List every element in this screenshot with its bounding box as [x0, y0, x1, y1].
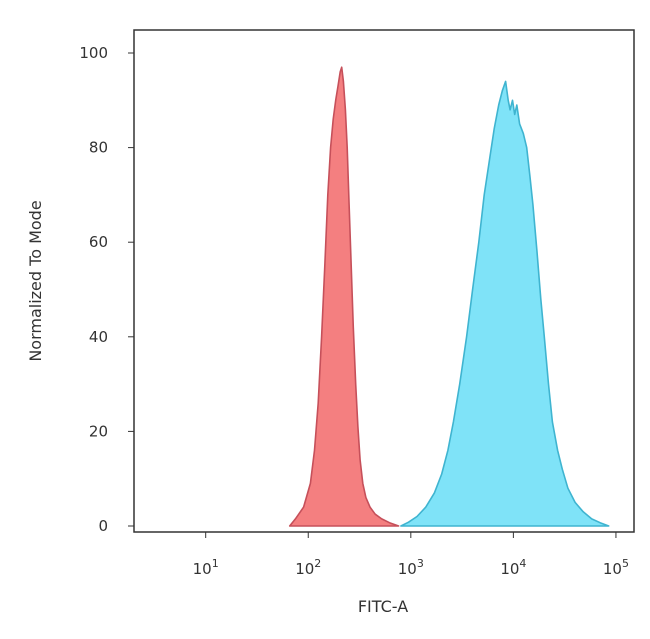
x-axis-ticks: 101 102 103 104 105 [193, 532, 629, 578]
y-tick-label: 80 [89, 139, 108, 157]
y-tick-label: 100 [79, 44, 108, 62]
y-axis-title: Normalized To Mode [26, 200, 45, 361]
y-tick-label: 60 [89, 233, 108, 251]
y-tick-label: 0 [98, 517, 108, 535]
x-axis-title: FITC-A [358, 597, 408, 616]
x-tick-label: 102 [295, 557, 321, 578]
y-axis-ticks: 0 20 40 60 80 100 [79, 44, 134, 535]
x-tick-label: 103 [398, 557, 424, 578]
y-tick-label: 40 [89, 328, 108, 346]
x-tick-label: 105 [603, 557, 629, 578]
plot-frame [133, 29, 635, 533]
x-tick-label: 104 [500, 557, 526, 578]
histogram-area-1 [288, 66, 400, 527]
y-tick-label: 20 [89, 422, 108, 440]
series-layer [288, 66, 610, 527]
histogram-area-2 [400, 80, 610, 527]
x-tick-label: 101 [193, 557, 219, 578]
